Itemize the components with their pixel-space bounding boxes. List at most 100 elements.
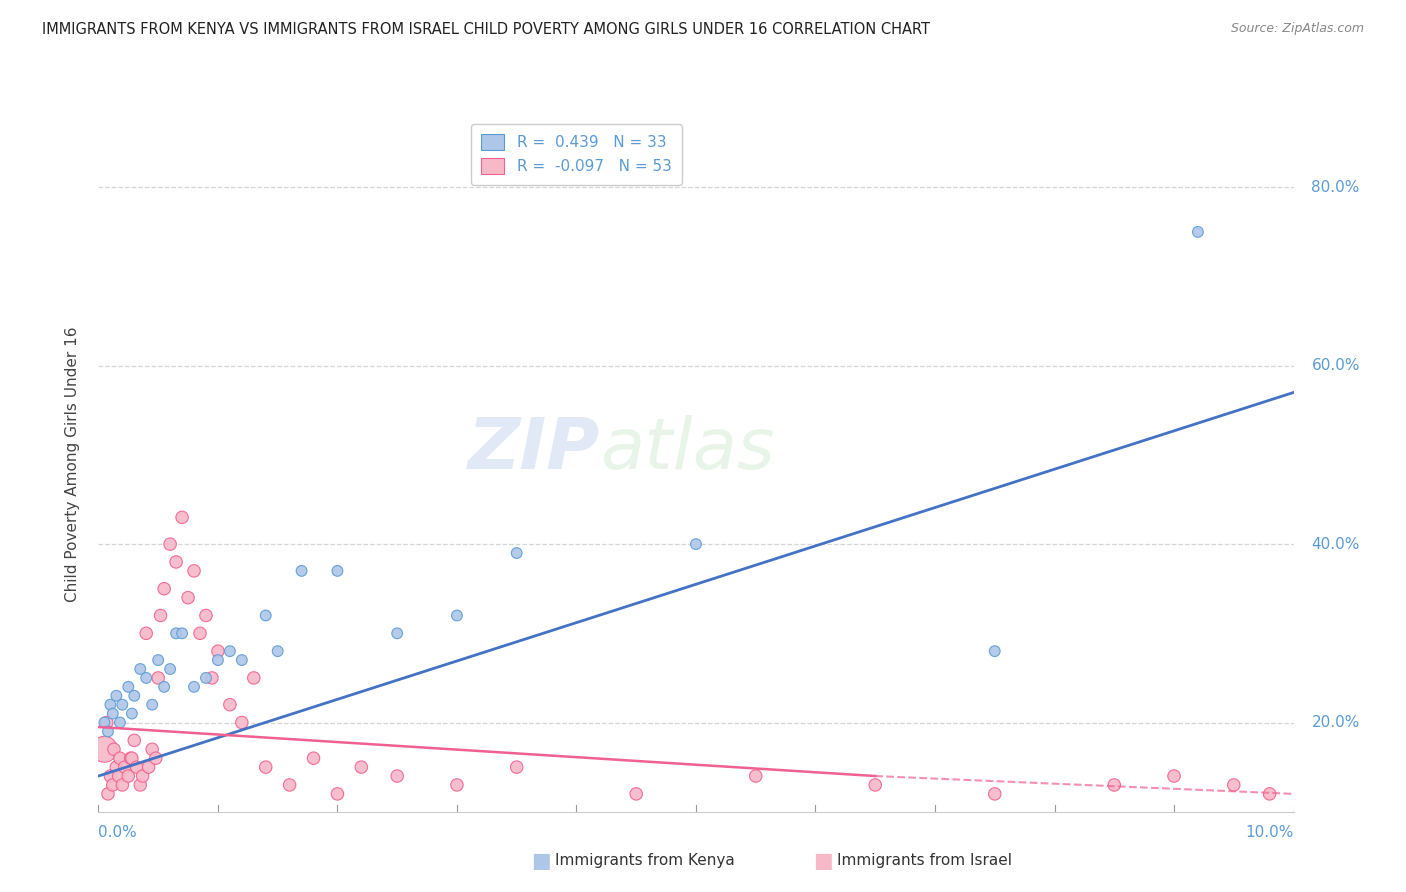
Point	[983, 644, 1005, 658]
Point	[302, 751, 325, 765]
Point	[219, 644, 242, 658]
Point	[243, 671, 266, 685]
Point	[96, 715, 118, 730]
Point	[183, 680, 205, 694]
Point	[93, 742, 115, 756]
Point	[117, 769, 139, 783]
Point	[983, 787, 1005, 801]
Text: 80.0%: 80.0%	[1312, 180, 1360, 194]
Point	[506, 546, 529, 560]
Point	[290, 564, 312, 578]
Point	[145, 751, 167, 765]
Point	[385, 626, 409, 640]
Point	[685, 537, 707, 551]
Y-axis label: Child Poverty Among Girls Under 16: Child Poverty Among Girls Under 16	[65, 326, 80, 601]
Text: ■: ■	[531, 851, 551, 871]
Point	[135, 626, 157, 640]
Point	[624, 787, 647, 801]
Point	[124, 689, 146, 703]
Text: Immigrants from Israel: Immigrants from Israel	[837, 854, 1011, 868]
Point	[446, 608, 468, 623]
Text: 0.0%: 0.0%	[98, 825, 138, 840]
Point	[745, 769, 768, 783]
Point	[97, 724, 120, 739]
Point	[188, 626, 211, 640]
Point	[111, 698, 134, 712]
Text: 10.0%: 10.0%	[1246, 825, 1294, 840]
Point	[101, 706, 124, 721]
Text: ZIP: ZIP	[468, 416, 600, 484]
Point	[108, 751, 131, 765]
Point	[194, 608, 218, 623]
Point	[98, 769, 122, 783]
Point	[1102, 778, 1125, 792]
Point	[863, 778, 886, 792]
Point	[159, 537, 181, 551]
Point	[165, 626, 187, 640]
Text: Source: ZipAtlas.com: Source: ZipAtlas.com	[1230, 22, 1364, 36]
Point	[98, 698, 122, 712]
Point	[111, 778, 134, 792]
Point	[326, 564, 349, 578]
Point	[149, 608, 172, 623]
Point	[138, 760, 160, 774]
Point	[103, 742, 125, 756]
Point	[1222, 778, 1246, 792]
Point	[159, 662, 181, 676]
Point	[148, 653, 170, 667]
Point	[350, 760, 373, 774]
Point	[231, 653, 253, 667]
Text: 60.0%: 60.0%	[1312, 359, 1360, 373]
Point	[172, 626, 194, 640]
Point	[101, 778, 124, 792]
Point	[201, 671, 224, 685]
Point	[183, 564, 205, 578]
Point	[108, 715, 131, 730]
Point	[121, 706, 143, 721]
Point	[153, 680, 176, 694]
Text: ■: ■	[813, 851, 832, 871]
Point	[165, 555, 187, 569]
Text: atlas: atlas	[600, 416, 775, 484]
Point	[1187, 225, 1209, 239]
Point	[231, 715, 253, 730]
Point	[120, 751, 142, 765]
Text: IMMIGRANTS FROM KENYA VS IMMIGRANTS FROM ISRAEL CHILD POVERTY AMONG GIRLS UNDER : IMMIGRANTS FROM KENYA VS IMMIGRANTS FROM…	[42, 22, 931, 37]
Point	[141, 742, 163, 756]
Point	[1163, 769, 1185, 783]
Point	[129, 778, 152, 792]
Point	[105, 760, 128, 774]
Point	[97, 787, 120, 801]
Point	[207, 644, 229, 658]
Legend: R =  0.439   N = 33, R =  -0.097   N = 53: R = 0.439 N = 33, R = -0.097 N = 53	[471, 124, 682, 185]
Point	[506, 760, 529, 774]
Point	[153, 582, 176, 596]
Point	[254, 760, 277, 774]
Point	[121, 751, 143, 765]
Point	[117, 680, 139, 694]
Point	[129, 662, 152, 676]
Point	[267, 644, 290, 658]
Point	[172, 510, 194, 524]
Point	[125, 760, 148, 774]
Point	[278, 778, 301, 792]
Point	[326, 787, 349, 801]
Point	[446, 778, 468, 792]
Point	[219, 698, 242, 712]
Point	[107, 769, 129, 783]
Text: Immigrants from Kenya: Immigrants from Kenya	[555, 854, 735, 868]
Point	[385, 769, 409, 783]
Point	[254, 608, 277, 623]
Text: 40.0%: 40.0%	[1312, 537, 1360, 551]
Point	[124, 733, 146, 747]
Point	[93, 715, 115, 730]
Point	[148, 671, 170, 685]
Point	[207, 653, 229, 667]
Point	[105, 689, 128, 703]
Point	[135, 671, 157, 685]
Point	[141, 698, 163, 712]
Point	[194, 671, 218, 685]
Point	[177, 591, 200, 605]
Point	[114, 760, 136, 774]
Text: 20.0%: 20.0%	[1312, 715, 1360, 730]
